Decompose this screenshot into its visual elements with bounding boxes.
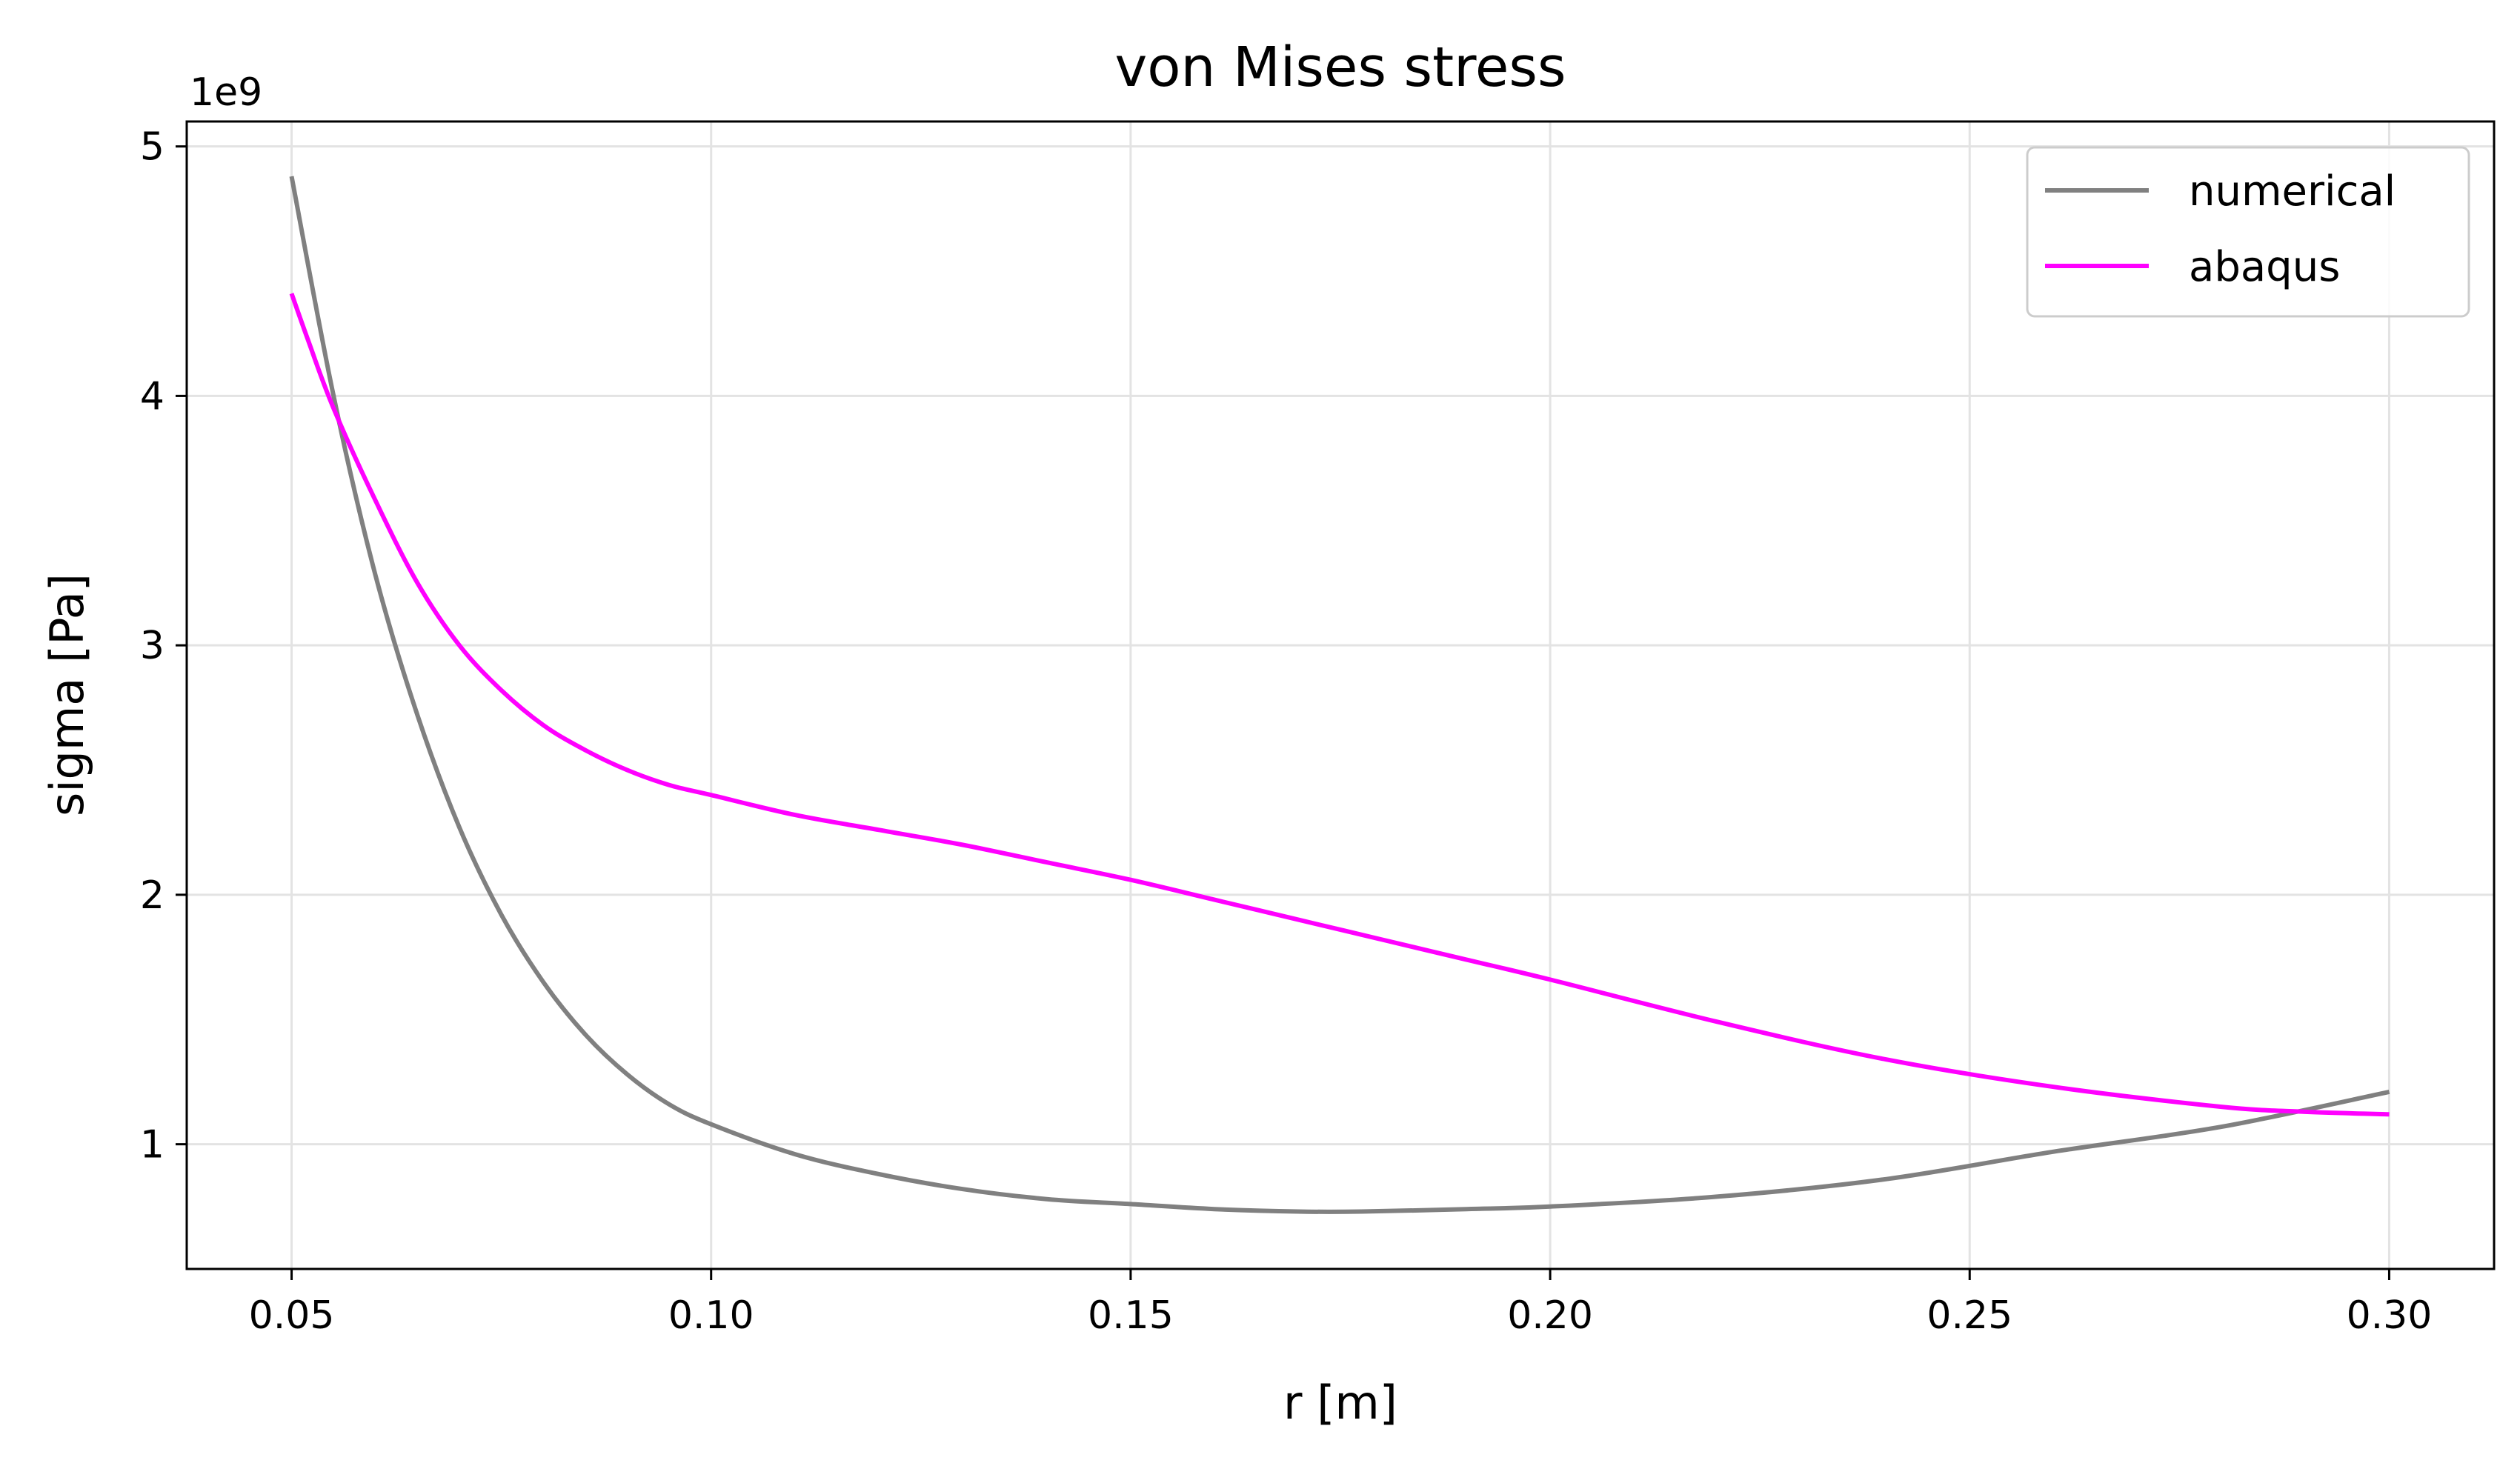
legend-label-numerical: numerical [2189,167,2396,216]
x-tick-label: 0.05 [249,1293,335,1338]
x-tick-label: 0.20 [1507,1293,1593,1338]
y-tick-label: 1 [140,1123,164,1167]
y-axis-label: sigma [Pa] [40,573,94,816]
x-axis: 0.05 0.10 0.15 0.20 0.25 0.30 [249,1269,2433,1338]
y-axis: 1 2 3 4 5 [140,125,187,1167]
chart-title: von Mises stress [1114,36,1566,99]
legend-label-abaqus: abaqus [2189,243,2340,291]
series-line-abaqus [289,293,2390,1117]
y-tick-label: 4 [140,374,164,419]
legend: numerical abaqus [2026,146,2470,318]
y-tick-label: 2 [140,873,164,918]
x-tick-label: 0.30 [2347,1293,2433,1338]
series-group [289,176,2390,1214]
x-tick-label: 0.15 [1088,1293,1174,1338]
series-line-numerical [289,176,2390,1214]
x-tick-label: 0.25 [1926,1293,2012,1338]
y-tick-label: 3 [140,624,164,668]
plot-frame [185,120,2496,1270]
x-axis-label: r [m] [1283,1376,1397,1430]
y-tick-label: 5 [140,125,164,170]
y-axis-offset-label: 1e9 [190,70,262,115]
x-tick-label: 0.10 [668,1293,754,1338]
